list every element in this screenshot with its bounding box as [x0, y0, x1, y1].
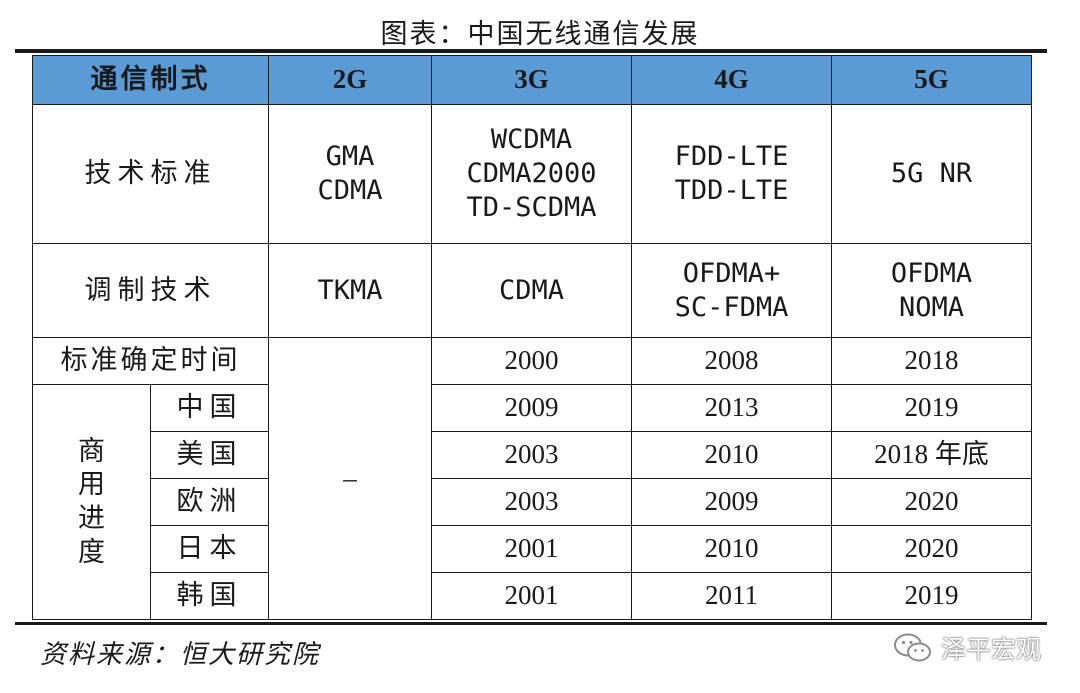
standard-date-3g: 2000	[432, 338, 632, 385]
year-3g: 2001	[432, 526, 632, 573]
watermark-text: 泽平宏观	[941, 630, 1041, 666]
standards-3g-item: TD-SCDMA	[432, 191, 631, 225]
year-5g: 2020	[832, 479, 1032, 526]
standards-4g-item: FDD-LTE	[632, 140, 831, 174]
watermark: 泽平宏观	[893, 628, 1041, 668]
region-label: 美国	[151, 432, 269, 479]
standards-label: 技术标准	[33, 105, 269, 244]
region-label: 中国	[151, 385, 269, 432]
year-5g: 2020	[832, 526, 1032, 573]
region-label: 日本	[151, 526, 269, 573]
modulation-5g-item: NOMA	[832, 291, 1031, 325]
commercial-label-char: 度	[33, 536, 150, 570]
standards-2g-item: GMA	[269, 140, 431, 174]
standard-date-label: 标准确定时间	[33, 338, 269, 385]
year-4g: 2013	[632, 385, 832, 432]
table-row: 日本 2001 2010 2020	[33, 526, 1032, 573]
region-label: 欧洲	[151, 479, 269, 526]
table-row: 欧洲 2003 2009 2020	[33, 479, 1032, 526]
modulation-2g-item: TKMA	[269, 274, 431, 308]
modulation-4g-item: SC-FDMA	[632, 291, 831, 325]
standards-5g-cell: 5G NR	[832, 105, 1032, 244]
modulation-row: 调制技术 TKMA CDMA OFDMA+ SC-FDMA OFDMA NOMA	[33, 244, 1032, 338]
standards-2g-item: CDMA	[269, 174, 431, 208]
standards-row: 技术标准 GMA CDMA WCDMA CDMA2000 TD-SCDMA FD…	[33, 105, 1032, 244]
year-4g: 2010	[632, 526, 832, 573]
header-5g: 5G	[832, 56, 1032, 105]
top-rule	[15, 49, 1047, 53]
standard-date-row: 标准确定时间 – 2000 2008 2018	[33, 338, 1032, 385]
modulation-5g-cell: OFDMA NOMA	[832, 244, 1032, 338]
table-row: 韩国 2001 2011 2019	[33, 573, 1032, 620]
year-3g: 2009	[432, 385, 632, 432]
commercial-label-char: 进	[33, 502, 150, 536]
modulation-2g-cell: TKMA	[269, 244, 432, 338]
year-3g: 2001	[432, 573, 632, 620]
year-5g: 2019	[832, 573, 1032, 620]
modulation-5g-item: OFDMA	[832, 257, 1031, 291]
standards-4g-cell: FDD-LTE TDD-LTE	[632, 105, 832, 244]
year-4g: 2010	[632, 432, 832, 479]
standards-5g-item: 5G NR	[832, 157, 1031, 191]
region-label: 韩国	[151, 573, 269, 620]
header-row: 通信制式 2G 3G 4G 5G	[33, 56, 1032, 105]
source-note: 资料来源：恒大研究院	[40, 634, 320, 671]
header-4g: 4G	[632, 56, 832, 105]
modulation-4g-item: OFDMA+	[632, 257, 831, 291]
header-label: 通信制式	[33, 56, 269, 105]
commercial-label-char: 用	[33, 468, 150, 502]
year-4g: 2009	[632, 479, 832, 526]
year-3g: 2003	[432, 479, 632, 526]
modulation-3g-item: CDMA	[432, 274, 631, 308]
header-3g: 3G	[432, 56, 632, 105]
dash-2g-cell: –	[269, 338, 432, 620]
modulation-4g-cell: OFDMA+ SC-FDMA	[632, 244, 832, 338]
standard-date-5g: 2018	[832, 338, 1032, 385]
commercial-label-char: 商	[33, 435, 150, 469]
standards-3g-item: WCDMA	[432, 123, 631, 157]
year-5g: 2018 年底	[832, 432, 1032, 479]
commercial-progress-label: 商 用 进 度	[33, 385, 151, 620]
standard-date-4g: 2008	[632, 338, 832, 385]
table-row: 商 用 进 度 中国 2009 2013 2019	[33, 385, 1032, 432]
wechat-icon	[893, 632, 933, 664]
figure-title: 图表：中国无线通信发展	[0, 12, 1080, 51]
standards-3g-cell: WCDMA CDMA2000 TD-SCDMA	[432, 105, 632, 244]
table-row: 美国 2003 2010 2018 年底	[33, 432, 1032, 479]
modulation-label: 调制技术	[33, 244, 269, 338]
standards-2g-cell: GMA CDMA	[269, 105, 432, 244]
modulation-3g-cell: CDMA	[432, 244, 632, 338]
year-5g: 2019	[832, 385, 1032, 432]
wireless-generations-table: 通信制式 2G 3G 4G 5G 技术标准 GMA CDMA WCDMA CDM…	[32, 55, 1032, 620]
year-3g: 2003	[432, 432, 632, 479]
standards-4g-item: TDD-LTE	[632, 174, 831, 208]
bottom-rule	[15, 622, 1047, 625]
standards-3g-item: CDMA2000	[432, 157, 631, 191]
year-4g: 2011	[632, 573, 832, 620]
header-2g: 2G	[269, 56, 432, 105]
